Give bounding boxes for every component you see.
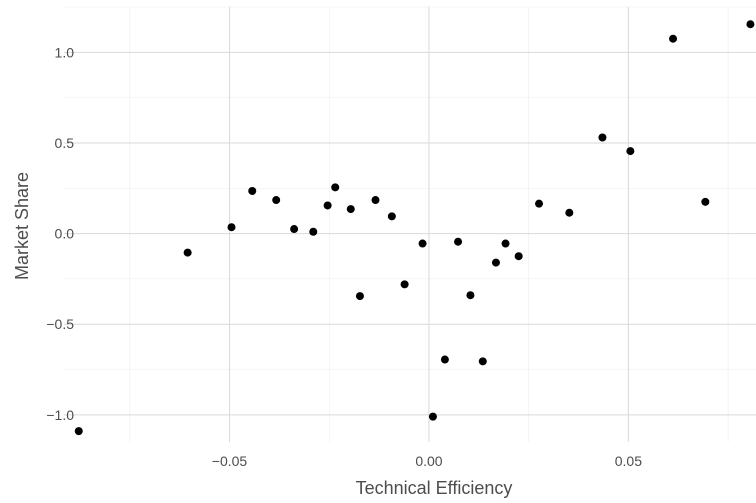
scatter-point: [331, 183, 340, 192]
scatter-point: [565, 208, 574, 217]
scatter-point: [478, 357, 487, 366]
scatter-point: [514, 252, 523, 261]
y-tick-label: 1.0: [55, 44, 75, 60]
scatter-point: [440, 355, 449, 364]
data-points: [74, 20, 755, 436]
y-tick-label: −1.0: [46, 407, 74, 423]
scatter-point: [598, 133, 607, 142]
scatter-point: [418, 239, 427, 248]
scatter-point: [290, 225, 299, 234]
x-tick-label: 0.00: [415, 453, 442, 469]
scatter-point: [535, 199, 544, 208]
scatter-point: [227, 223, 236, 232]
x-axis-title: Technical Efficiency: [356, 478, 513, 498]
scatter-point: [626, 147, 635, 156]
minor-gridlines: [64, 6, 756, 442]
scatter-point: [371, 196, 380, 205]
scatter-point: [272, 196, 281, 205]
y-axis-title: Market Share: [12, 172, 32, 280]
x-tick-label: 0.05: [615, 453, 642, 469]
y-axis-tick-labels: −1.0 −0.5 0.0 0.5 1.0: [46, 44, 74, 423]
scatter-point: [428, 412, 437, 421]
scatter-point: [323, 201, 332, 210]
x-axis-tick-labels: −0.05 0.00 0.05: [212, 453, 642, 469]
y-tick-label: 0.5: [55, 135, 75, 151]
scatter-point: [501, 239, 510, 248]
scatter-point: [669, 34, 678, 43]
scatter-point: [309, 227, 318, 236]
scatter-point: [183, 248, 192, 257]
scatter-point: [454, 237, 463, 246]
scatter-point: [355, 292, 364, 301]
scatter-point: [387, 212, 396, 221]
scatter-point: [491, 258, 500, 267]
x-tick-label: −0.05: [212, 453, 248, 469]
scatter-point: [466, 291, 475, 300]
scatter-point: [248, 186, 257, 195]
scatter-point: [74, 427, 83, 436]
major-gridlines: [64, 7, 756, 442]
scatter-point: [701, 197, 710, 206]
y-tick-label: −0.5: [46, 316, 74, 332]
scatter-point: [400, 280, 409, 289]
scatter-point: [346, 205, 355, 214]
y-tick-label: 0.0: [55, 226, 75, 242]
scatter-point: [746, 20, 755, 29]
